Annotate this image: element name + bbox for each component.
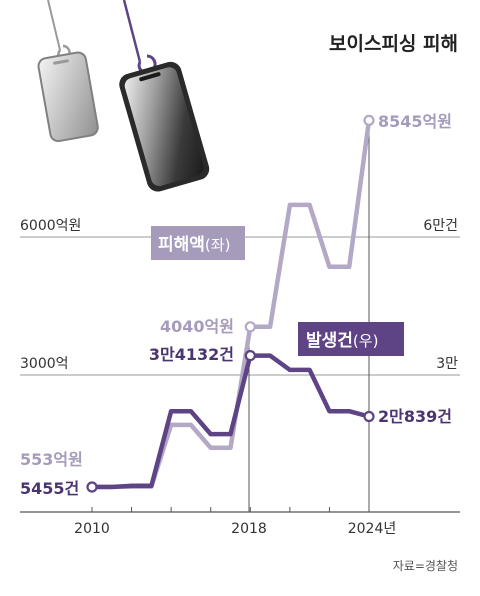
series-line-cases [89, 353, 372, 490]
right-axis-tick-label: 3만 [436, 356, 458, 372]
phone-hook-illustration [37, 0, 210, 192]
x-tick-label: 2018 [231, 521, 267, 537]
phone-right-icon [119, 61, 210, 192]
x-axis-ticks [91, 507, 370, 512]
data-point [244, 350, 256, 362]
right-axis-tick-label: 6만건 [423, 218, 458, 234]
data-points [86, 114, 375, 493]
left-axis-tick-label: 6000억원 [20, 218, 81, 234]
legend-damage: 피해액(좌) [151, 226, 245, 260]
label-damage-end: 8545억원 [378, 112, 452, 131]
legend-damage-box [151, 226, 245, 260]
label-cases-2018: 3만4132건 [149, 345, 234, 364]
source-note: 자료=경찰청 [393, 559, 458, 573]
label-cases-start: 5455건 [20, 479, 79, 498]
data-point [363, 114, 375, 127]
legend-cases-box [298, 322, 404, 356]
fishing-line-left-icon [47, 0, 71, 62]
label-damage-2018: 4040억원 [160, 317, 234, 336]
chart-title: 보이스피싱 피해 [329, 33, 458, 55]
fishing-line-right-icon [122, 0, 157, 74]
label-cases-end: 2만839건 [378, 407, 452, 426]
data-point [86, 481, 98, 493]
data-point [244, 321, 256, 333]
gridlines [20, 120, 460, 513]
data-point [363, 410, 375, 423]
phone-left-icon [37, 51, 99, 143]
left-axis-tick-label: 3000억 [20, 356, 69, 372]
legend-damage-label: 피해액(좌) [158, 235, 230, 255]
legend-cases: 발생건(우) [298, 322, 404, 356]
x-tick-label: 2010 [74, 521, 110, 537]
legend-cases-label: 발생건(우) [306, 331, 378, 351]
label-damage-start: 553억원 [20, 450, 83, 469]
x-tick-label: 2024년 [348, 521, 397, 537]
